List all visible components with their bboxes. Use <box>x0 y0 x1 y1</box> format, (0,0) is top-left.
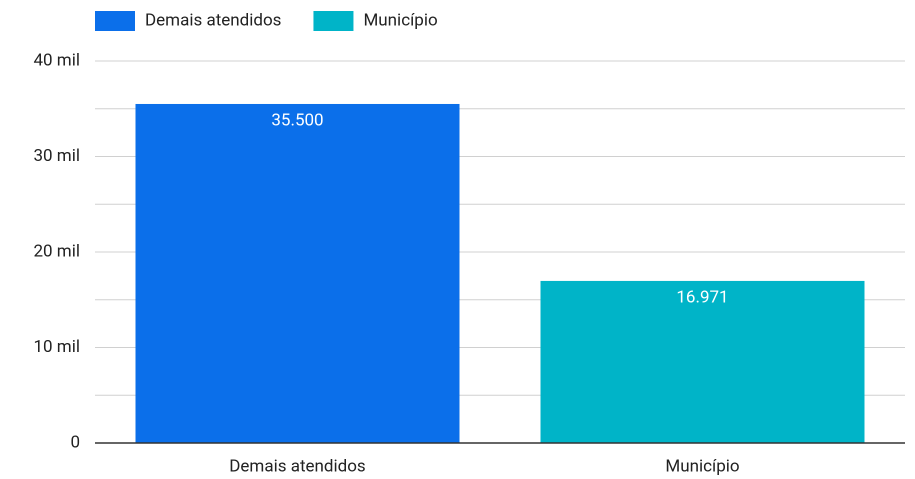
y-tick-label: 10 mil <box>33 337 80 357</box>
y-tick-label: 0 <box>70 432 80 452</box>
data-label: 16.971 <box>676 287 728 307</box>
y-tick-label: 30 mil <box>33 146 80 166</box>
legend-swatch <box>313 11 354 31</box>
legend-label: Demais atendidos <box>145 10 281 30</box>
legend-label: Município <box>363 10 437 30</box>
y-tick-label: 20 mil <box>33 241 80 261</box>
x-tick-label: Município <box>665 456 739 476</box>
legend-swatch <box>95 11 135 31</box>
data-label: 35.500 <box>271 110 323 130</box>
y-tick-label: 40 mil <box>33 50 80 70</box>
x-tick-label: Demais atendidos <box>229 456 365 476</box>
bar <box>135 103 460 443</box>
bar <box>540 280 865 443</box>
